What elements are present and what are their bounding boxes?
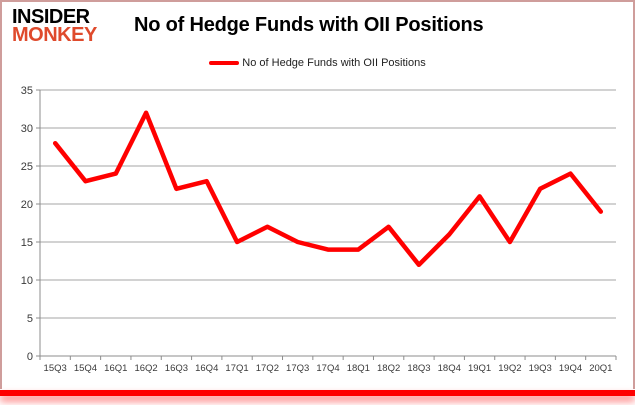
y-axis-label: 5: [27, 313, 33, 325]
x-axis-label: 18Q3: [407, 363, 430, 374]
x-axis-label: 19Q1: [468, 363, 491, 374]
x-axis-label: 18Q4: [438, 363, 461, 374]
y-axis-label: 10: [21, 275, 33, 287]
x-axis-label: 16Q3: [165, 363, 188, 374]
x-axis-label: 17Q4: [316, 363, 339, 374]
x-axis-label: 16Q2: [134, 363, 157, 374]
x-axis-label: 20Q1: [589, 363, 612, 374]
x-axis-label: 16Q1: [104, 363, 127, 374]
legend-line-swatch-icon: [209, 61, 240, 65]
chart-title: No of Hedge Funds with OII Positions: [134, 14, 484, 36]
y-axis-label: 35: [21, 85, 33, 97]
legend-label: No of Hedge Funds with OII Positions: [242, 57, 426, 69]
x-axis-label: 17Q1: [225, 363, 248, 374]
bottom-accent-bar: [0, 390, 635, 396]
logo-line-insider: INSIDER: [12, 6, 90, 28]
x-axis-label: 19Q3: [529, 363, 552, 374]
x-axis-label: 15Q3: [44, 363, 67, 374]
series-line-oii: [52, 110, 604, 268]
logo-line-monkey: MONKEY: [12, 24, 97, 47]
y-axis-label: 0: [27, 351, 33, 363]
x-axis-label: 15Q4: [74, 363, 97, 374]
insider-monkey-logo: INSIDER MONKEY: [12, 6, 97, 47]
x-axis-label: 17Q2: [256, 363, 279, 374]
x-axis-label: 16Q4: [195, 363, 218, 374]
y-axis-label: 30: [21, 123, 33, 135]
x-axis-label: 18Q2: [377, 363, 400, 374]
x-axis-label: 17Q3: [286, 363, 309, 374]
x-axis-label: 19Q2: [498, 363, 521, 374]
x-axis-label: 18Q1: [347, 363, 370, 374]
y-axis-label: 25: [21, 161, 33, 173]
legend: No of Hedge Funds with OII Positions: [0, 57, 635, 69]
y-axis-label: 20: [21, 199, 33, 211]
x-axis-label: 19Q4: [559, 363, 582, 374]
y-axis-label: 15: [21, 237, 33, 249]
